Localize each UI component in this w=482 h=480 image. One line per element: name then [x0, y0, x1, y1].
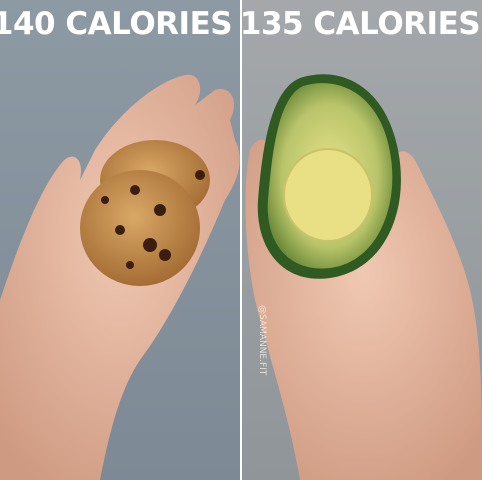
cookies	[80, 140, 210, 286]
divider	[240, 0, 242, 480]
avocado	[257, 74, 401, 279]
right-hand	[245, 139, 482, 480]
watermark: @SAMANNE.FIT	[257, 305, 267, 376]
right-caption: 135 CALORIES	[240, 6, 480, 42]
left-caption: 140 CALORIES	[0, 6, 232, 42]
